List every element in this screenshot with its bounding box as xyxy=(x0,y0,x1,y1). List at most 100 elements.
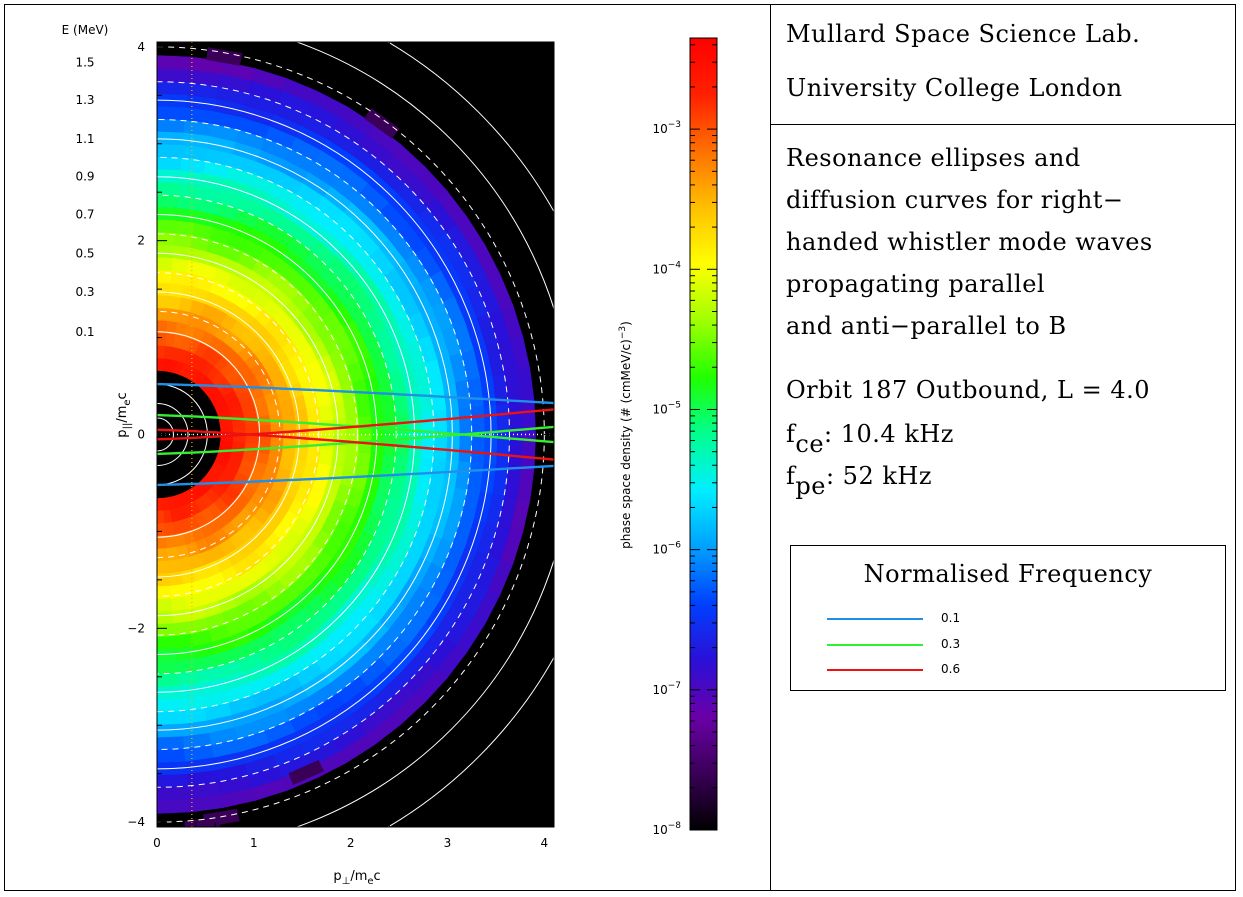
resonance-curve xyxy=(157,408,554,441)
density-cell xyxy=(293,407,309,423)
resonance-curves xyxy=(157,382,554,487)
energy-tick-label: 1.5 xyxy=(75,55,94,69)
density-cell xyxy=(169,270,186,286)
density-cell xyxy=(446,407,461,435)
y-tick-label: −2 xyxy=(127,621,145,635)
y-tick-label: 0 xyxy=(137,428,145,442)
density-cell xyxy=(157,344,166,359)
colorbar-tick-label: 10−8 xyxy=(652,821,681,837)
resonance-curve xyxy=(157,382,554,405)
density-cell xyxy=(157,686,181,701)
density-cell xyxy=(157,67,190,83)
panel-divider-horizontal xyxy=(770,124,1236,125)
density-cell xyxy=(157,535,168,550)
density-cell xyxy=(306,447,322,464)
density-cell xyxy=(157,307,169,321)
y-tick-label: −4 xyxy=(127,815,145,829)
lab-name: Mullard Space Science Lab. xyxy=(786,20,1141,48)
legend-label: 0.1 xyxy=(941,611,961,625)
density-cell xyxy=(471,434,486,464)
legend-label: 0.3 xyxy=(941,637,961,651)
energy-axis-title: E (MeV) xyxy=(62,23,109,37)
density-cell xyxy=(157,118,185,133)
density-cell xyxy=(157,723,184,739)
density-cell xyxy=(157,610,174,625)
density-cell xyxy=(157,736,185,751)
colorbar-tick-label: 10−6 xyxy=(652,541,681,557)
svg-text:p⊥/mec: p⊥/mec xyxy=(333,869,380,887)
energy-tick-label: 0.9 xyxy=(75,170,94,184)
colorbar-ticks: 10−3 10−4 10−5 10−6 10−7 10−8 xyxy=(652,44,717,837)
description-line-5: and anti−parallel to B xyxy=(786,312,1067,340)
density-cell xyxy=(157,648,178,663)
x-axis-label: p⊥/mec xyxy=(333,869,380,887)
reference-lines xyxy=(157,42,554,827)
density-cell xyxy=(364,108,400,139)
legend-swatch xyxy=(827,669,923,671)
electron-cyclotron-frequency: fce: 10.4 kHz xyxy=(786,420,954,458)
energy-circle-dashed xyxy=(157,310,281,559)
energy-circle xyxy=(157,99,492,770)
energy-circle xyxy=(157,214,378,655)
x-tick-label: 1 xyxy=(250,836,258,850)
density-cell xyxy=(166,307,180,323)
density-cell xyxy=(169,583,186,599)
density-cell xyxy=(170,257,189,273)
orbit-info: Orbit 187 Outbound, L = 4.0 xyxy=(786,376,1150,404)
density-cell xyxy=(458,406,474,435)
university-name: University College London xyxy=(786,74,1123,102)
density-cell xyxy=(157,55,191,70)
density-cell xyxy=(157,711,183,726)
density-cell xyxy=(170,596,189,612)
density-cell xyxy=(433,434,448,461)
panel-divider-vertical xyxy=(770,4,771,891)
resonance-curve xyxy=(157,428,554,461)
energy-tick-label: 1.3 xyxy=(75,93,94,107)
description-line-1: Resonance ellipses and xyxy=(786,144,1081,172)
x-tick-label: 2 xyxy=(347,836,355,850)
density-cell xyxy=(157,635,177,650)
density-cell xyxy=(157,130,184,146)
density-cell xyxy=(157,773,189,789)
density-cell xyxy=(157,799,191,814)
density-cell xyxy=(157,786,190,802)
density-cell xyxy=(433,408,448,435)
density-cell xyxy=(157,42,185,43)
density-cell xyxy=(157,231,175,246)
density-cell xyxy=(157,319,168,334)
density-cell xyxy=(157,181,180,196)
energy-tick-label: 0.7 xyxy=(75,208,94,222)
x-tick-label: 3 xyxy=(444,836,452,850)
energy-circle xyxy=(157,383,208,486)
axes: 0 1 2 3 4 −4 −2 0 2 4 xyxy=(127,40,554,850)
energy-tick-label: 1.1 xyxy=(75,132,94,146)
density-cell xyxy=(320,418,335,435)
description-line-3: handed whistler mode waves xyxy=(786,228,1153,256)
density-cell xyxy=(157,560,170,575)
density-cell xyxy=(288,760,325,785)
svg-text:p||/mec: p||/mec xyxy=(115,392,133,437)
y-tick-label: 4 xyxy=(137,40,145,54)
energy-circle xyxy=(157,291,300,578)
density-cell xyxy=(320,434,335,451)
energy-tick-label: 0.5 xyxy=(75,246,94,260)
density-cell xyxy=(157,673,180,688)
density-cell xyxy=(306,405,322,422)
density-cell xyxy=(168,571,184,587)
density-cell xyxy=(157,256,173,271)
colorbar-tick-label: 10−7 xyxy=(652,681,681,697)
density-cell xyxy=(206,47,243,66)
density-cell xyxy=(172,608,191,625)
energy-circle-dashed xyxy=(157,194,397,675)
density-cell xyxy=(318,448,334,466)
density-cell xyxy=(157,244,174,259)
density-cell xyxy=(157,219,177,234)
phase-space-chart: 0 1 2 3 4 −4 −2 0 2 4 E (MeV) 1.5 1.3 1.1 0.9 0.7 0.5 0… xyxy=(62,23,718,887)
density-cell xyxy=(157,156,182,171)
density-cell xyxy=(331,401,347,420)
colorbar-tick-label: 10−3 xyxy=(652,120,681,136)
density-cell xyxy=(157,269,172,284)
density-cell xyxy=(293,446,309,462)
density-cell xyxy=(157,748,186,764)
energy-circle xyxy=(157,402,189,467)
